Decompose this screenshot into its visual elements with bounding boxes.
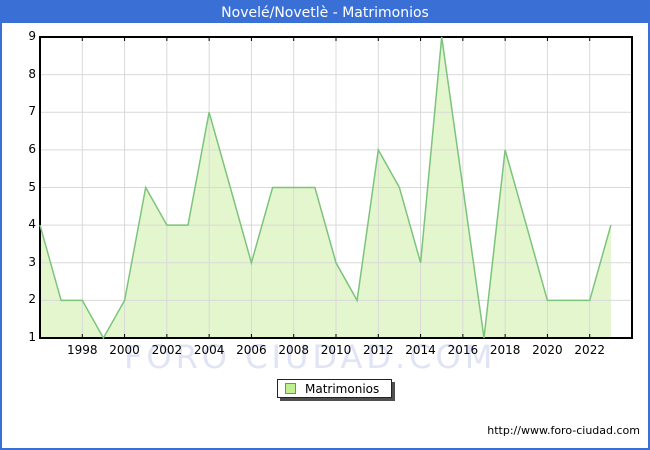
y-axis-tick: 1 [10,330,36,344]
x-axis-tick: 2014 [399,343,443,357]
legend-label: Matrimonios [305,382,379,396]
x-axis-tick: 2016 [441,343,485,357]
footer-url: http://www.foro-ciudad.com [487,424,640,437]
chart-window: Novelé/Novetlè - Matrimonios FORO CIUDAD… [0,0,650,450]
y-axis-tick: 6 [10,142,36,156]
x-axis-tick: 2020 [525,343,569,357]
x-axis-tick: 2004 [187,343,231,357]
y-axis-tick: 9 [10,29,36,43]
y-axis-tick: 7 [10,104,36,118]
y-axis-tick: 3 [10,255,36,269]
legend-swatch-icon [285,383,296,394]
x-axis-tick: 2000 [103,343,147,357]
y-axis-tick: 2 [10,292,36,306]
x-axis-tick: 2008 [272,343,316,357]
y-axis-tick: 4 [10,217,36,231]
x-axis-tick: 2006 [229,343,273,357]
x-axis-tick: 2022 [568,343,612,357]
y-axis-tick: 8 [10,67,36,81]
x-axis-tick: 2002 [145,343,189,357]
x-axis-tick: 2018 [483,343,527,357]
x-axis-tick: 1998 [60,343,104,357]
legend: Matrimonios [277,379,392,398]
x-axis-tick: 2010 [314,343,358,357]
x-axis-tick: 2012 [356,343,400,357]
y-axis-tick: 5 [10,180,36,194]
